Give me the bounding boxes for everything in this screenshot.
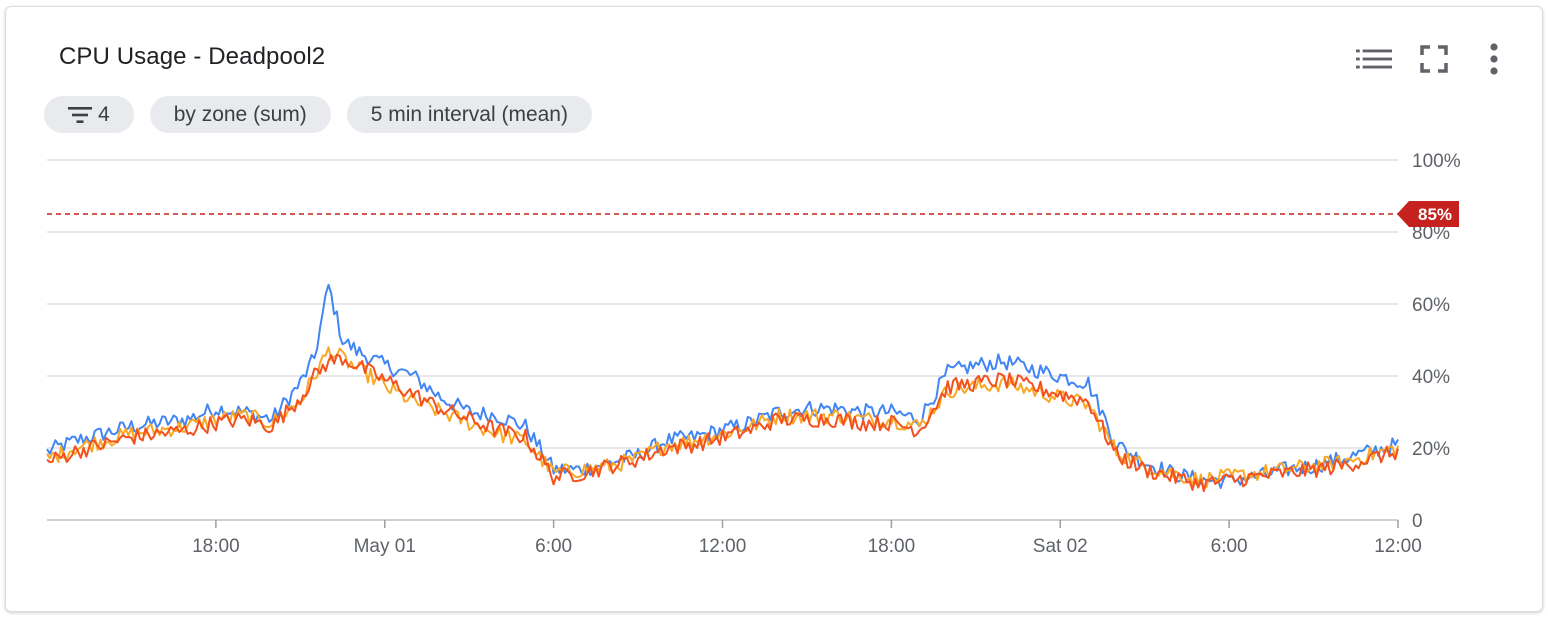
chip-row: 4 by zone (sum) 5 min interval (mean) xyxy=(44,96,592,133)
chart-card: CPU Usage - Deadpool2 xyxy=(5,6,1543,612)
legend-list-icon xyxy=(1356,49,1392,69)
y-tick-label: 0 xyxy=(1412,511,1423,532)
filter-icon xyxy=(68,106,92,124)
chart-title: CPU Usage - Deadpool2 xyxy=(59,43,326,70)
fullscreen-button[interactable] xyxy=(1416,41,1452,77)
x-tick-label: 12:00 xyxy=(699,536,747,557)
series-line xyxy=(46,353,1399,493)
y-tick-label: 20% xyxy=(1412,439,1450,460)
threshold-group: 85% xyxy=(47,201,1459,227)
y-tick-label: 40% xyxy=(1412,367,1450,388)
x-tick-label: 6:00 xyxy=(535,536,572,557)
chart-toolbar xyxy=(1356,41,1512,77)
x-axis: 18:00 May 01 6:00 12:00 18:00 Sat 02 6:00 12:00 xyxy=(192,520,1422,557)
x-tick-label: 12:00 xyxy=(1374,536,1422,557)
x-tick-label: 18:00 xyxy=(868,536,916,557)
series-line xyxy=(46,283,1399,489)
x-tick-label: 6:00 xyxy=(1211,536,1248,557)
fullscreen-icon xyxy=(1420,45,1448,73)
filter-count: 4 xyxy=(98,102,110,126)
group-by-chip[interactable]: by zone (sum) xyxy=(149,96,331,133)
more-vert-icon xyxy=(1490,43,1498,75)
more-options-button[interactable] xyxy=(1476,41,1512,77)
y-axis-labels: 0 20% 40% 60% 80% 100% xyxy=(1412,151,1461,532)
x-tick-label: 18:00 xyxy=(192,536,240,557)
x-tick-label: Sat 02 xyxy=(1033,536,1088,557)
threshold-badge xyxy=(1397,201,1459,227)
grid-lines xyxy=(47,159,1398,521)
y-tick-label: 60% xyxy=(1412,295,1450,316)
y-tick-label: 80% xyxy=(1412,223,1450,244)
threshold-label: 85% xyxy=(1418,205,1452,224)
x-tick-label: May 01 xyxy=(354,536,416,557)
y-tick-label: 100% xyxy=(1412,151,1461,172)
aligner-chip[interactable]: 5 min interval (mean) xyxy=(346,96,592,133)
series-lines xyxy=(46,283,1399,493)
legend-toggle-button[interactable] xyxy=(1356,41,1392,77)
series-line xyxy=(46,346,1399,489)
filter-chip[interactable]: 4 xyxy=(44,96,134,133)
